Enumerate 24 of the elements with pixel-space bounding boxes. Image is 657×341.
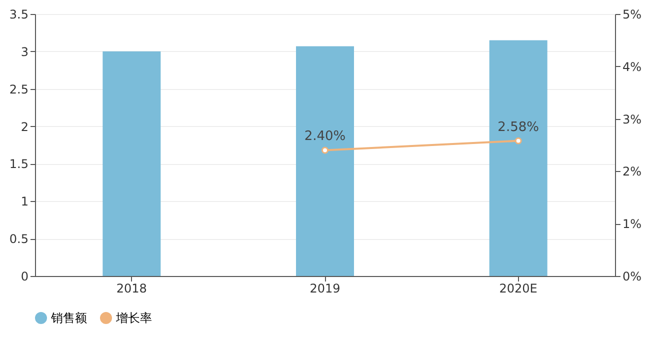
y2-tick-label: 3% [622, 112, 642, 126]
bar [102, 51, 161, 276]
y2-tick-label: 4% [622, 60, 642, 74]
x-tick-label: 2018 [116, 282, 147, 296]
y-tick-label: 3 [20, 44, 28, 59]
y2-tick-label: 5% [622, 8, 642, 22]
y-tick-label: 3.5 [9, 8, 28, 22]
y-tick-label: 0 [20, 270, 28, 284]
data-label: 2.40% [304, 129, 346, 144]
y2-tick-label: 0% [622, 270, 642, 284]
legend-label: 销售额 [50, 311, 87, 325]
x-tick-label: 2019 [310, 282, 340, 296]
y-tick-label: 2 [20, 120, 28, 134]
y-tick-label: 1.5 [9, 157, 28, 172]
y-tick-label: 1 [20, 194, 28, 209]
y2-tick-label: 2% [622, 164, 642, 179]
bar [489, 40, 548, 276]
x-tick-label: 2020E [499, 282, 538, 296]
legend-label: 增长率 [115, 311, 152, 325]
bar [296, 46, 354, 276]
data-label: 2.58% [498, 120, 539, 135]
y-tick-label: 2.5 [9, 82, 28, 96]
y2-tick-label: 1% [622, 217, 642, 232]
y-tick-label: 0.5 [9, 232, 28, 246]
